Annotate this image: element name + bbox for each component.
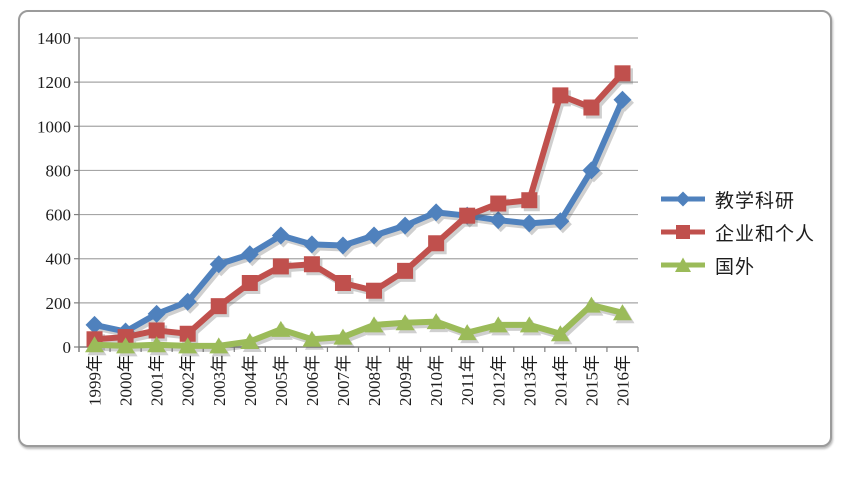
data-point-marker-foreign: [612, 304, 632, 321]
chart-legend: 教学科研 企业和个人 国外: [660, 184, 815, 280]
y-axis-tick-label: 1400: [37, 29, 71, 48]
data-point-marker-enterprise-individual: [334, 274, 351, 291]
y-axis-tick-label: 200: [46, 294, 72, 313]
data-point-marker-enterprise-individual: [521, 192, 538, 209]
data-point-marker-foreign: [178, 337, 198, 354]
data-point-marker-enterprise-individual: [366, 282, 383, 299]
data-point-marker-foreign: [116, 337, 136, 354]
data-point-marker-enterprise-individual: [459, 207, 476, 224]
legend-swatch-square-icon: [661, 225, 705, 239]
data-point-marker-foreign: [271, 320, 291, 337]
legend-item-foreign: 国外: [660, 250, 815, 280]
data-point-marker-foreign: [488, 316, 508, 333]
y-axis-tick-label: 800: [46, 161, 72, 180]
data-point-marker-teaching-research: [240, 245, 259, 264]
legend-swatch-marker: [675, 191, 691, 207]
data-point-marker-foreign: [302, 330, 322, 347]
x-axis-tick-label: 2002年: [179, 355, 198, 406]
x-axis-tick-label: 2010年: [427, 355, 446, 406]
data-point-marker-foreign: [395, 314, 415, 331]
data-point-marker-teaching-research: [489, 211, 508, 230]
data-point-marker-teaching-research: [333, 236, 352, 255]
data-point-marker-enterprise-individual: [397, 262, 414, 279]
data-point-marker-teaching-research: [365, 226, 384, 245]
data-point-marker-foreign: [426, 313, 446, 330]
y-axis-tick-label: 0: [63, 338, 72, 357]
data-point-marker-foreign: [240, 332, 260, 349]
x-axis-tick-label: 2015年: [582, 355, 601, 406]
series-line-enterprise-individual: [91, 70, 626, 343]
legend-label: 教学科研: [715, 190, 796, 212]
x-axis-tick-label: 2006年: [303, 355, 322, 406]
y-axis-tick-label: 1200: [37, 73, 71, 92]
x-axis-tick-label: 2008年: [365, 355, 384, 406]
legend-swatch-marker: [676, 225, 690, 239]
data-point-marker-teaching-research: [178, 292, 197, 311]
x-axis-tick-label: 2012年: [489, 355, 508, 406]
x-axis-tick-label: 2009年: [396, 355, 415, 406]
data-point-marker-foreign: [209, 337, 229, 354]
chart-frame-border: [18, 10, 832, 447]
data-point-marker-teaching-research: [396, 216, 415, 235]
data-point-marker-teaching-research: [551, 212, 570, 231]
x-axis-tick-label: 2004年: [241, 355, 260, 406]
x-axis-tick-label: 2011年: [458, 355, 477, 405]
data-point-marker-foreign: [147, 336, 167, 353]
data-point-marker-enterprise-individual: [303, 256, 320, 273]
data-point-marker-foreign: [550, 325, 570, 342]
y-axis-tick-label: 600: [46, 206, 72, 225]
data-point-marker-foreign: [519, 316, 539, 333]
data-point-marker-enterprise-individual: [117, 329, 134, 346]
y-axis-tick-label: 400: [46, 250, 72, 269]
series-line-teaching-research: [91, 96, 626, 335]
data-point-marker-teaching-research: [271, 226, 290, 245]
data-point-marker-enterprise-individual: [614, 65, 631, 82]
data-point-marker-foreign: [85, 336, 105, 353]
data-point-marker-teaching-research: [302, 235, 321, 254]
legend-label: 国外: [715, 256, 756, 278]
data-point-marker-foreign: [581, 296, 601, 313]
data-point-marker-enterprise-individual: [583, 99, 600, 116]
data-point-marker-enterprise-individual: [272, 258, 289, 275]
data-point-marker-teaching-research: [613, 90, 632, 109]
data-point-marker-enterprise-individual: [490, 195, 507, 212]
data-point-marker-teaching-research: [85, 315, 104, 334]
data-point-marker-enterprise-individual: [179, 325, 196, 342]
x-axis-tick-label: 2003年: [210, 355, 229, 406]
x-axis-tick-label: 2000年: [117, 355, 136, 406]
legend-label: 企业和个人: [715, 223, 816, 245]
data-point-marker-enterprise-individual: [148, 322, 165, 339]
x-axis-tick-label: 2005年: [272, 355, 291, 406]
x-axis-tick-label: 2014年: [551, 355, 570, 406]
data-point-marker-foreign: [457, 324, 477, 341]
series-enterprise-individual: [86, 65, 631, 348]
data-point-marker-enterprise-individual: [210, 298, 227, 315]
data-point-marker-foreign: [333, 328, 353, 345]
data-point-marker-teaching-research: [427, 203, 446, 222]
x-axis-tick-label: 2016年: [613, 355, 632, 406]
x-axis-tick-label: 2001年: [148, 355, 167, 406]
series-teaching-research: [85, 90, 632, 341]
legend-swatch-diamond-icon: [661, 191, 705, 207]
data-point-marker-enterprise-individual: [241, 274, 258, 291]
series-foreign: [85, 296, 632, 354]
x-axis-tick-label: 2013年: [520, 355, 539, 406]
x-axis-tick-label: 2007年: [334, 355, 353, 406]
data-point-marker-teaching-research: [520, 214, 539, 233]
data-point-marker-teaching-research: [209, 255, 228, 274]
y-axis-tick-label: 1000: [37, 117, 71, 136]
legend-item-teaching-research: 教学科研: [660, 184, 815, 214]
data-point-marker-teaching-research: [147, 304, 166, 323]
data-point-marker-foreign: [364, 316, 384, 333]
x-axis-tick-label: 1999年: [86, 355, 105, 406]
legend-swatch-triangle-icon: [661, 257, 705, 272]
legend-item-enterprise-individual: 企业和个人: [660, 217, 815, 247]
data-point-marker-enterprise-individual: [428, 235, 445, 252]
data-point-marker-enterprise-individual: [552, 87, 569, 104]
legend-swatch-marker: [675, 257, 691, 272]
data-point-marker-teaching-research: [582, 161, 601, 180]
